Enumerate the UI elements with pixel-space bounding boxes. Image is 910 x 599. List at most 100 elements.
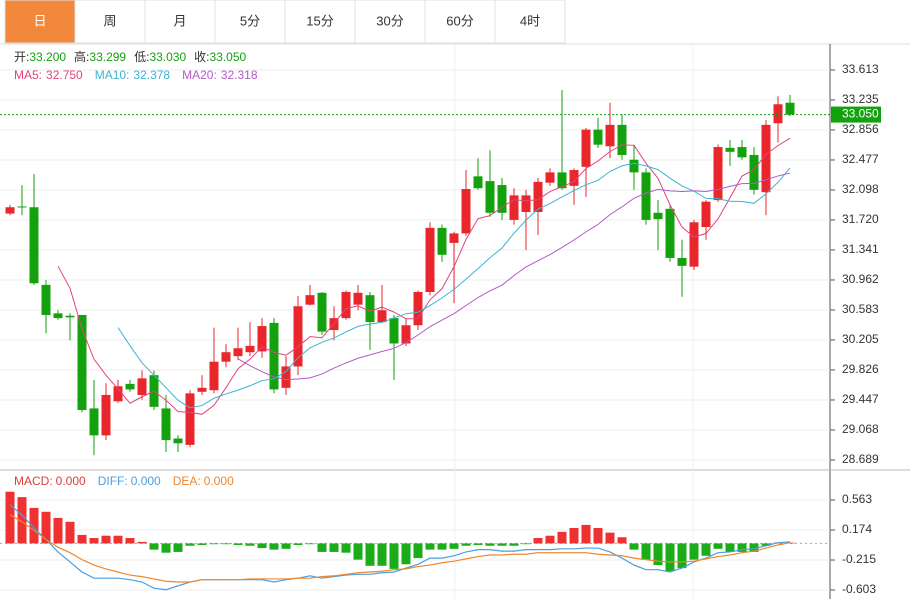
candle-body [545,172,555,183]
macd-bar [581,524,591,544]
candle-body [257,326,267,352]
macd-bar [377,543,387,566]
macd-bar [269,543,279,550]
tab[interactable] [4,0,76,44]
macd-bar [173,543,183,552]
candle-body [785,102,795,115]
legend-label: DIFF: [98,474,128,488]
macd-bar [101,535,111,544]
tab-label[interactable]: 月 [173,13,186,28]
candle-body [461,189,471,234]
macd-bar [413,543,423,559]
macd-bar [725,543,735,552]
candle-body [305,295,315,305]
macd-bar [305,543,315,545]
header-label: 开: [14,50,29,64]
candle-body [221,352,231,362]
macd-bar [209,543,219,545]
macd-bar [473,543,483,545]
macd-bar [461,543,471,546]
macd-bar [65,521,75,544]
y-tick-label: 31.720 [842,212,879,226]
candle-body [737,147,747,158]
candle-body [269,322,279,390]
candle-body [533,181,543,212]
candle-body [65,315,75,318]
macd-bar [533,538,543,544]
macd-bar [437,543,447,550]
macd-bar [365,543,375,566]
dea-line [9,514,791,583]
candle-body [665,208,675,258]
macd-bar [653,543,663,566]
tab[interactable] [144,0,216,44]
candle-body [677,257,687,266]
tab[interactable] [424,0,496,44]
header-label: 收: [194,50,209,64]
candle-body [161,408,171,441]
candle-body [209,361,219,391]
tab-label[interactable]: 15分 [306,13,333,28]
tab-label[interactable]: 4时 [520,13,540,28]
macd-bar [617,537,627,544]
macd-bar [221,543,231,545]
y-tick-label: -0.215 [842,552,876,566]
tab-label[interactable]: 日 [33,13,46,28]
candle-body [725,147,735,152]
diff-line [9,504,791,591]
tab-label[interactable]: 30分 [376,13,403,28]
last-price-box [831,106,881,123]
ma-legend: MA5: 32.750 MA10: 32.378 MA20: 32.318 [14,68,258,82]
candle-body [353,292,363,305]
tab-label[interactable]: 5分 [240,13,260,28]
macd-bar [17,497,27,544]
candle-body [125,383,135,390]
header-value: 33.030 [149,50,186,64]
macd-bar [761,543,771,546]
tab-label[interactable]: 60分 [446,13,473,28]
candle-body [137,378,147,395]
ma-name: MA10: [95,68,130,82]
candle-body [245,345,255,353]
macd-bar [713,543,723,549]
y-tick-label: 0.563 [842,492,872,506]
macd-bar [197,543,207,545]
candle-body [593,129,603,145]
y-tick-label: 33.613 [842,62,879,76]
macd-bar [41,511,51,544]
candle-body [497,185,507,213]
candle-body [761,124,771,193]
macd-bar [605,532,615,544]
macd-bar [485,543,495,546]
macd-bar [77,534,87,544]
macd-bar [545,535,555,544]
macd-bar [161,543,171,553]
macd-bar [425,543,435,550]
ma-line [237,172,791,381]
y-tick-label: 30.962 [842,272,879,286]
tab[interactable] [284,0,356,44]
y-tick-label: -0.603 [842,582,876,596]
tab[interactable] [494,0,566,44]
candle-body [185,393,195,445]
y-tick-label: 30.583 [842,302,879,316]
tab-label[interactable]: 周 [103,13,116,28]
macd-bar [689,543,699,560]
macd-bar [557,531,567,544]
macd-bar [317,543,327,552]
tab[interactable] [354,0,426,44]
macd-bar [5,491,15,544]
ohlc-header: 开:33.200 高:33.299 低:33.030 收:33.050 [14,49,247,64]
tab[interactable] [214,0,286,44]
candle-body [689,222,699,267]
candle-body [749,154,759,190]
macd-bar [509,543,519,546]
y-tick-label: 28.689 [842,452,879,466]
candle-body [653,212,663,220]
candle-body [317,292,327,332]
candle-body [425,227,435,292]
header-value: 33.299 [89,50,126,64]
candle-body [197,387,207,392]
tab[interactable] [74,0,146,44]
candle-body [413,292,423,326]
